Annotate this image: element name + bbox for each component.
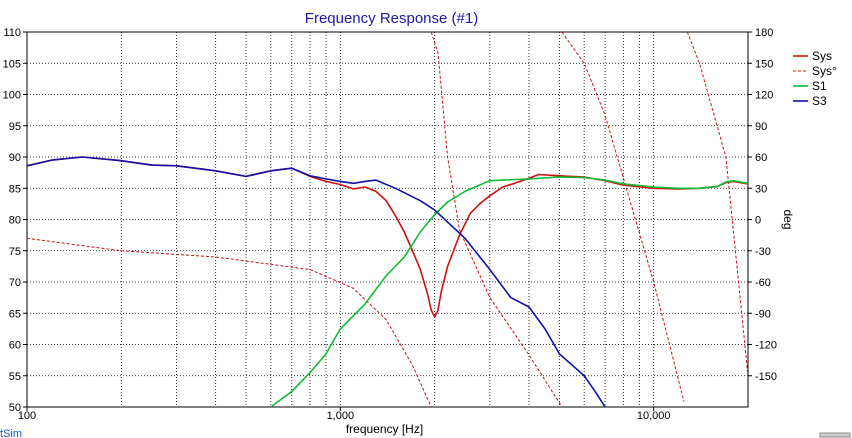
y2-tick-label: 180 [755,27,773,39]
series-line-0 [27,156,748,318]
y2-tick-label: -30 [755,246,771,258]
legend-label: S3 [812,94,827,108]
y-tick-label: 65 [9,308,21,320]
y2-tick-label: 60 [755,152,767,164]
x-tick-label: 1,000 [327,410,355,422]
y2-tick-label: 90 [755,121,767,133]
y-tick-label: 50 [9,402,21,414]
y-tick-label: 70 [9,277,21,289]
x-axis-label: frequency [Hz] [346,422,423,436]
y2-tick-label: -120 [755,340,777,352]
y2-axis-label: deg [781,209,795,229]
series-line-3 [27,156,606,407]
y2-tick-label: -90 [755,308,771,320]
y-tick-label: 100 [3,90,21,102]
y-tick-label: 75 [9,246,21,258]
x-tick-label: 10,000 [637,410,671,422]
series-lines [27,32,748,407]
legend-label: S1 [812,79,827,93]
legend-label: Sys [812,49,832,63]
y-tick-label: 90 [9,152,21,164]
series-line-1 [27,32,748,407]
y-tick-label: 80 [9,215,21,227]
y2-tick-label: 120 [755,90,773,102]
y-tick-label: 110 [3,27,21,39]
y2-tick-label: -150 [755,371,777,383]
chart-title: Frequency Response (#1) [305,10,478,27]
y-tick-label: 105 [3,58,21,70]
y2-tick-label: 30 [755,183,767,195]
grid [27,32,748,407]
y2-tick-label: 0 [755,215,761,227]
y-tick-label: 55 [9,371,21,383]
corner-indicator [819,432,851,438]
y2-tick-label: 150 [755,58,773,70]
y2-tick-label: -60 [755,277,771,289]
y-tick-label: 95 [9,121,21,133]
legend-label: Sys° [812,64,837,78]
series-line-2 [270,176,748,407]
axis-ticks: 50 55 60 65 70 75 80 85 90 95 100 105 110 -150 -120 -90… [3,27,777,422]
y-tick-label: 85 [9,183,21,195]
brand-watermark: tSim [0,428,22,438]
x-tick-label: 100 [18,410,36,422]
y-tick-label: 60 [9,340,21,352]
